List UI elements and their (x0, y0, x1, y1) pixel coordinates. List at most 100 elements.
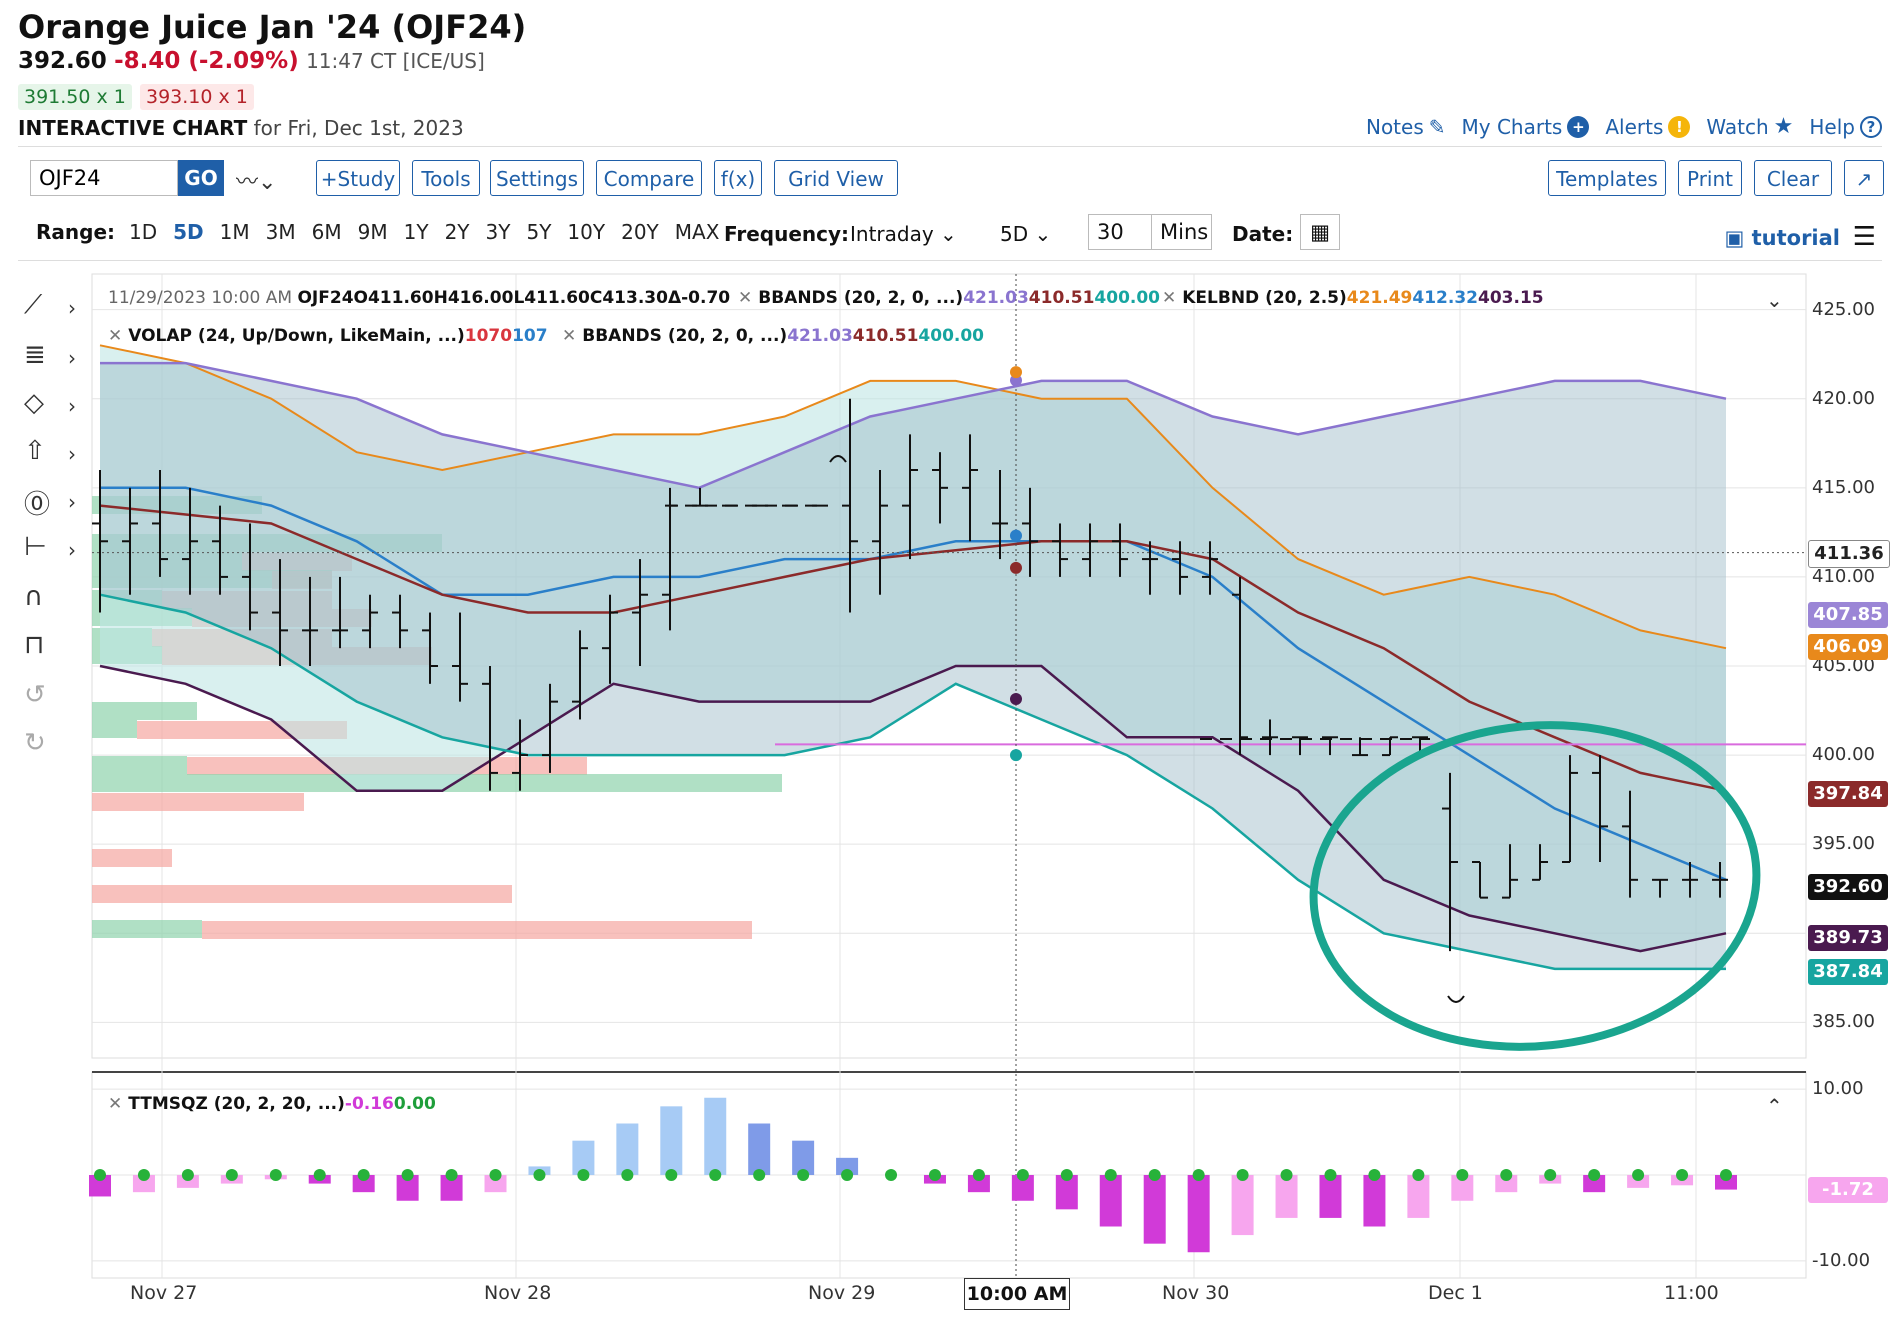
annotation-tool[interactable]: ⓪ › (24, 484, 80, 524)
remove-study-icon[interactable]: ✕ (108, 326, 123, 346)
keltner-upper-line (99, 344, 1727, 650)
ohlc-bar (362, 594, 378, 649)
squeeze-dot (1544, 1169, 1557, 1181)
symbol-input[interactable] (30, 160, 178, 196)
range-option[interactable]: 9M (357, 220, 388, 244)
momentum-bar (704, 1097, 727, 1175)
print-button[interactable]: Print (1678, 160, 1742, 196)
compare-button[interactable]: Compare (596, 160, 702, 196)
magnet-tool[interactable]: ∩ (24, 582, 80, 622)
notes-link[interactable]: Notes ✎ (1366, 114, 1446, 139)
range-option[interactable]: MAX (674, 220, 720, 244)
tutorial-link[interactable]: ▣ tutorial (1724, 226, 1840, 250)
ohlc-bar (1322, 736, 1338, 756)
alerts-link[interactable]: Alerts! (1605, 114, 1691, 139)
bbands-mid-value: 410.51 (1028, 288, 1095, 308)
watch-link[interactable]: Watch ★ (1706, 114, 1793, 139)
grid-view-button[interactable]: Grid View (774, 160, 898, 196)
undo-icon: ↺ (24, 680, 46, 710)
date-label: Date: (1232, 222, 1294, 246)
period-select[interactable]: 5D ⌄ (1000, 222, 1051, 246)
squeeze-dot (137, 1169, 150, 1181)
remove-study-icon[interactable]: ✕ (562, 326, 577, 346)
expand-button[interactable]: ↗ (1844, 160, 1884, 196)
study-button[interactable]: +Study (316, 160, 400, 196)
arrow-tool[interactable]: ⇧ › (24, 436, 80, 476)
ohlc-bar (1022, 487, 1038, 577)
momentum-bar (1011, 1175, 1034, 1201)
ohlc-bar (572, 630, 588, 720)
price-marker-label: 407.85 (1808, 602, 1888, 629)
edit-icon: ✎ (1428, 114, 1446, 139)
remove-study-icon[interactable]: ✕ (1162, 288, 1177, 308)
interactive-chart-label: INTERACTIVE CHART for Fri, Dec 1st, 2023 (18, 116, 464, 140)
settings-button[interactable]: Settings (490, 160, 584, 196)
remove-study-icon[interactable]: ✕ (738, 288, 753, 308)
frequency-select[interactable]: Intraday ⌄ (850, 222, 957, 246)
momentum-bar (1143, 1175, 1166, 1244)
squeeze-dot (269, 1169, 282, 1181)
volap-down-value: 1070 (464, 326, 513, 346)
range-option[interactable]: 1M (219, 220, 250, 244)
remove-study-icon[interactable]: ✕ (108, 1094, 123, 1114)
collapse-icon[interactable]: ⌄ (1766, 288, 1783, 312)
last-price: 392.60 (18, 48, 107, 74)
redo-button[interactable]: ↻ (24, 728, 80, 768)
momentum-bar (1583, 1175, 1606, 1193)
momentum-bar (176, 1175, 199, 1188)
templates-button[interactable]: Templates (1548, 160, 1666, 196)
momentum-bar (1495, 1175, 1518, 1193)
interval-input[interactable]: 30 (1088, 214, 1152, 250)
bbands-name: BBANDS (20, 2, 0, ...) (758, 288, 964, 308)
chart-type-dropdown[interactable]: 〰⌄ (236, 164, 276, 196)
keltner-lower-line (99, 664, 1727, 953)
squeeze-dot (1456, 1169, 1469, 1181)
annotations (829, 455, 1761, 1051)
ask-badge: 393.10 x 1 (140, 84, 254, 110)
range-option[interactable]: 5D (173, 220, 204, 244)
shape-tool[interactable]: ◇ › (24, 388, 80, 428)
calendar-button[interactable]: ▦ (1300, 214, 1340, 250)
ohlc-bar (1202, 541, 1218, 595)
tools-button[interactable]: Tools (412, 160, 480, 196)
line-tool[interactable]: ⟋ › (24, 290, 80, 330)
keltner-fill (100, 345, 1726, 952)
lock-tool[interactable]: ⊓ (24, 630, 80, 670)
my-charts-link[interactable]: My Charts + (1462, 114, 1590, 139)
price-marker-label: 389.73 (1808, 925, 1888, 952)
ohlc-bar (1622, 790, 1638, 898)
range-option[interactable]: 3M (265, 220, 296, 244)
range-option[interactable]: 1Y (403, 220, 429, 244)
time-tick-label: 11:00 (1664, 1282, 1719, 1304)
fx-button[interactable]: f(x) (714, 160, 762, 196)
squeeze-dot (225, 1169, 238, 1181)
expand-up-icon[interactable]: ⌃ (1766, 1094, 1783, 1118)
chevron-right-icon: › (68, 490, 76, 514)
range-option[interactable]: 3Y (485, 220, 511, 244)
momentum-bar (660, 1106, 683, 1175)
price-marker-label: 406.09 (1808, 633, 1888, 660)
range-option[interactable]: 2Y (444, 220, 470, 244)
momentum-bar (352, 1175, 375, 1193)
undo-button[interactable]: ↺ (24, 680, 80, 720)
clear-button[interactable]: Clear (1754, 160, 1832, 196)
shape-icon: ◇ (24, 388, 44, 418)
go-button[interactable]: GO (178, 160, 224, 196)
quote-time: 11:47 CT [ICE/US] (306, 49, 485, 73)
watch-label: Watch (1706, 114, 1769, 139)
range-option[interactable]: 6M (311, 220, 342, 244)
range-option[interactable]: 10Y (567, 220, 606, 244)
fib-tool[interactable]: ≣ › (24, 340, 80, 380)
menu-icon[interactable]: ☰ (1852, 222, 1876, 252)
bbands-mid-line (99, 504, 1727, 792)
chevron-right-icon: › (68, 296, 76, 320)
help-link[interactable]: Help? (1809, 114, 1882, 139)
range-option[interactable]: 1D (129, 220, 158, 244)
measure-tool[interactable]: ⊢ › (24, 532, 80, 572)
film-icon: ▣ (1724, 226, 1745, 250)
range-option[interactable]: 20Y (621, 220, 659, 244)
bands-layer (92, 344, 1806, 971)
range-option[interactable]: 5Y (526, 220, 552, 244)
notes-label: Notes (1365, 114, 1424, 139)
